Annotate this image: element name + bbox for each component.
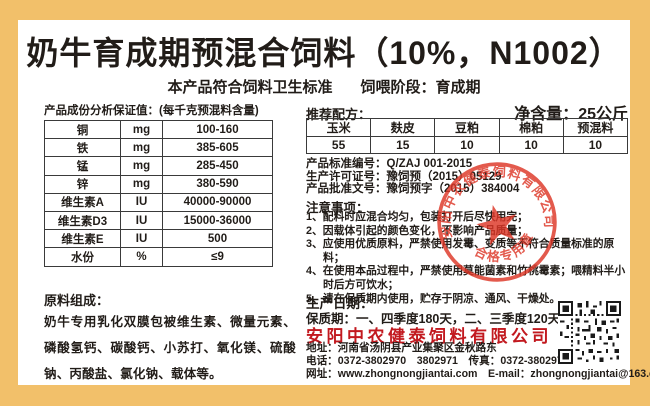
table-row: 水份 % ≤9 xyxy=(44,247,273,267)
table-row: 维生素E IU 500 xyxy=(44,229,273,249)
component-unit: mg xyxy=(120,174,163,194)
note-item: 2、因载体引起的颜色变化，不影响产品质量； xyxy=(306,224,528,237)
shelf-life-text: 保质期：一、四季度180天，二、三季度120天 xyxy=(306,312,561,326)
company-phone: 电话：0372-3802970 3802971 传真：0372-3802972 xyxy=(306,355,569,367)
component-value: 500 xyxy=(162,229,273,249)
ingredients-heading: 原料组成： xyxy=(44,293,110,308)
formula-table: 玉米 麸皮 豆粕 棉粕 预混料 55 15 10 10 10 xyxy=(305,118,629,154)
component-unit: mg xyxy=(120,138,163,158)
product-title: 奶牛育成期预混合饲料（10%，N1002） xyxy=(26,35,622,71)
table-row: 锰 mg 285-450 xyxy=(44,156,273,176)
component-value: 380-590 xyxy=(162,174,273,194)
formula-value-cell: 10 xyxy=(434,136,500,154)
component-name: 铁 xyxy=(44,138,121,158)
registration-block: 产品标准编号：Q/ZAJ 001-2015 生产许可证号：豫饲预（2015）05… xyxy=(306,158,628,196)
formula-header-cell: 玉米 xyxy=(305,118,372,137)
formula-value-cell: 55 xyxy=(305,136,372,154)
component-name: 锰 xyxy=(44,156,121,176)
component-name: 水份 xyxy=(44,247,121,267)
component-value: 285-450 xyxy=(162,156,273,176)
component-unit: IU xyxy=(120,210,163,231)
table-row: 铁 mg 385-605 xyxy=(44,138,273,158)
component-value: 15000-36000 xyxy=(162,210,273,231)
component-unit: mg xyxy=(120,156,163,176)
company-address: 地址：河南省汤阴县产业集聚区金秋路东 xyxy=(306,342,497,354)
feeding-stage-text: 饲喂阶段：育成期 xyxy=(360,79,481,96)
formula-value-cell: 15 xyxy=(370,136,436,154)
component-name: 铜 xyxy=(44,119,121,140)
company-web: 网址：www.zhongnongjiantai.com E-mail：zhong… xyxy=(306,368,650,380)
component-name: 维生素D3 xyxy=(44,210,121,231)
ingredients-text: 奶牛专用乳化双膜包被维生素、微量元素、磷酸氢钙、碳酸钙、小苏打、氧化镁、硫酸钠、… xyxy=(44,315,296,381)
formula-header-cell: 预混料 xyxy=(562,118,629,137)
component-name: 锌 xyxy=(44,174,121,194)
subtitle: 本产品符合饲料卫生标准 饲喂阶段：育成期 xyxy=(18,76,630,97)
table-row: 维生素A IU 40000-90000 xyxy=(44,192,273,212)
note-item: 3、应使用优质原料，严禁使用发霉、变质等不符合质量标准的原料； xyxy=(306,238,615,264)
table-row: 55 15 10 10 10 xyxy=(305,136,629,154)
component-value: 40000-90000 xyxy=(162,192,273,212)
formula-header-cell: 豆粕 xyxy=(434,118,500,137)
component-name: 维生素E xyxy=(44,229,121,249)
note-item: 1、配料时应混合均匀，包装打开后尽快用完； xyxy=(306,211,528,223)
approval-number: 产品批准文号：豫饲预字（2015）384004 xyxy=(306,183,520,196)
standard-number: 产品标准编号：Q/ZAJ 001-2015 xyxy=(306,158,473,170)
component-unit: mg xyxy=(120,119,163,140)
label-card: 奶牛育成期预混合饲料（10%，N1002） 本产品符合饲料卫生标准 饲喂阶段：育成… xyxy=(18,20,650,385)
note-item: 4、在使用本品过程中，严禁使用莫能菌素和竹桃霉素；喂精料半小时后方可饮水； xyxy=(306,265,626,291)
contact-block: 地址：河南省汤阴县产业集聚区金秋路东 电话：0372-3802970 38029… xyxy=(306,342,650,381)
hygiene-standard-text: 本产品符合饲料卫生标准 xyxy=(167,79,333,96)
company-name: 安阳中农健泰饲料有限公司 xyxy=(306,327,552,346)
analysis-heading: 产品成份分析保证值：(每千克预混料含量) xyxy=(44,105,259,117)
formula-value-cell: 10 xyxy=(562,136,629,154)
notes-heading: 注意事项： xyxy=(306,201,369,215)
qr-code xyxy=(558,301,621,364)
analysis-table: 铜 mg 100-160 铁 mg 385-605 锰 mg 285-450 锌… xyxy=(44,119,273,267)
production-date-heading: 生产日期： xyxy=(306,296,374,311)
table-row: 维生素D3 IU 15000-36000 xyxy=(44,210,273,231)
component-unit: IU xyxy=(120,229,163,249)
license-number: 生产许可证号：豫饲预（2015）05129 xyxy=(306,170,502,183)
component-value: 100-160 xyxy=(162,119,273,140)
component-value: ≤9 xyxy=(162,247,273,267)
formula-header-cell: 麸皮 xyxy=(370,118,436,137)
table-row: 锌 mg 380-590 xyxy=(44,174,273,194)
component-value: 385-605 xyxy=(162,138,273,158)
component-unit: % xyxy=(120,247,163,267)
component-unit: IU xyxy=(120,192,163,212)
table-row: 玉米 麸皮 豆粕 棉粕 预混料 xyxy=(305,118,629,137)
formula-value-cell: 10 xyxy=(498,136,564,154)
table-row: 铜 mg 100-160 xyxy=(44,119,273,140)
component-name: 维生素A xyxy=(44,192,121,212)
note-item: 5、请在保质期内使用，贮存于阴凉、通风、干燥处。 xyxy=(306,292,561,305)
formula-header-cell: 棉粕 xyxy=(498,118,564,137)
